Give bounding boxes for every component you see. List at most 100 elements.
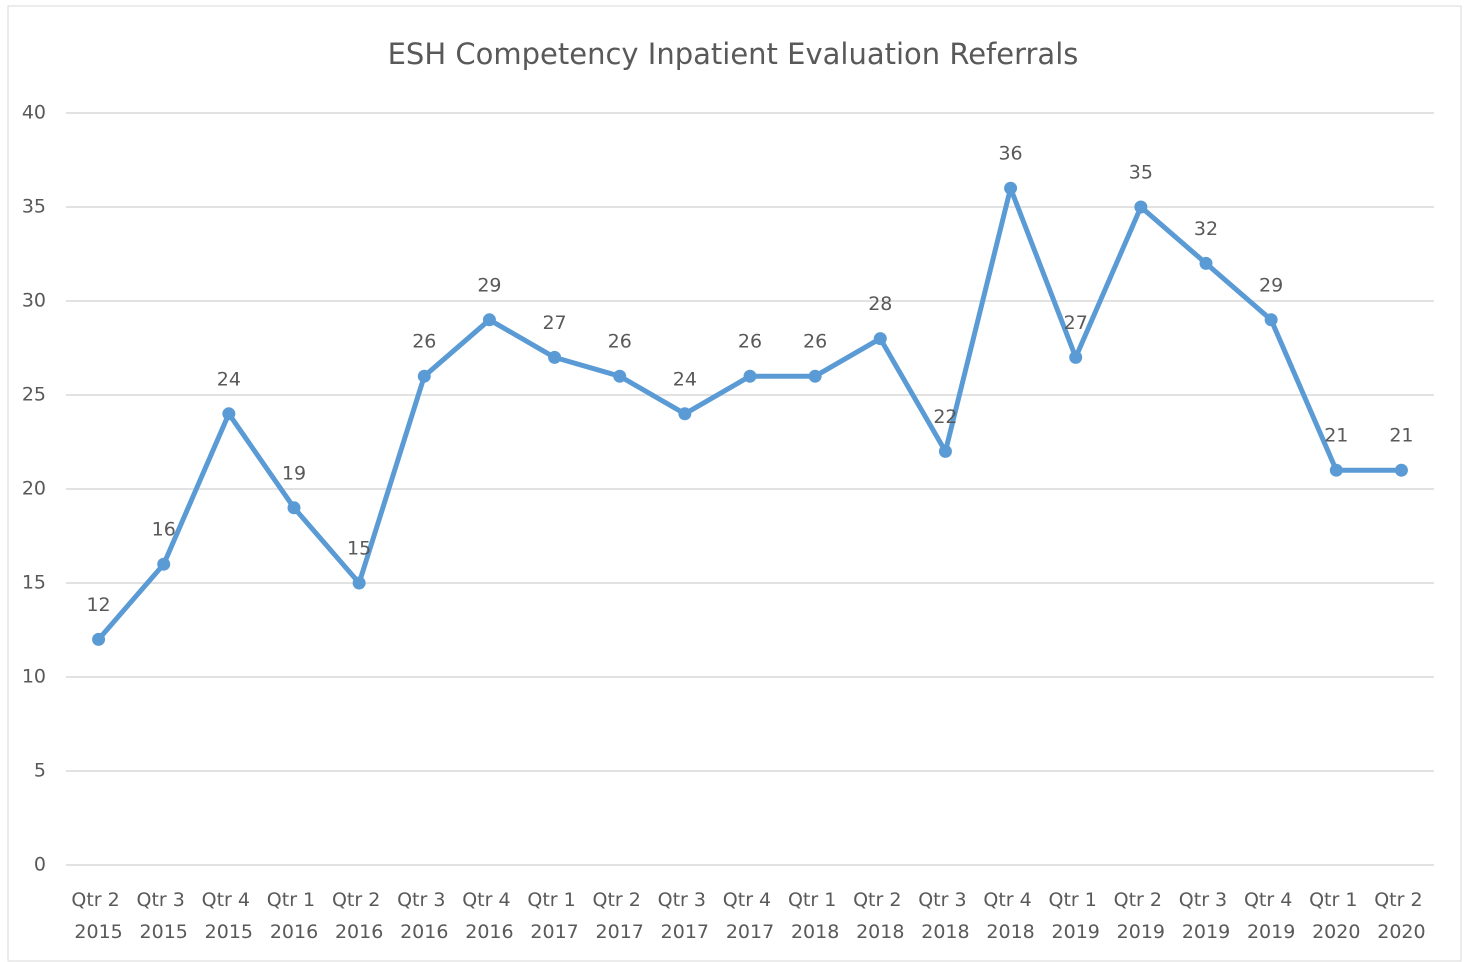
x-tick-line: 2018 <box>791 921 839 943</box>
x-tick-line: 2016 <box>270 921 318 943</box>
x-tick-line: Qtr 3 <box>658 889 712 911</box>
y-tick-label: 5 <box>34 760 46 782</box>
y-tick-label: 40 <box>22 102 46 124</box>
x-tick-label: Qtr 2 2019 <box>1114 889 1168 943</box>
x-tick-label: Qtr 1 2017 <box>527 889 581 943</box>
y-tick-label: 25 <box>22 384 46 406</box>
data-label: 12 <box>86 594 110 616</box>
data-point <box>548 350 562 364</box>
x-tick-line: Qtr 4 <box>723 889 777 911</box>
x-tick-line: Qtr 2 <box>1114 889 1168 911</box>
data-label: 24 <box>217 368 241 390</box>
x-tick-label: Qtr 4 2019 <box>1244 889 1298 943</box>
x-tick-line: 2015 <box>74 921 122 943</box>
x-tick-line: Qtr 3 <box>137 889 191 911</box>
data-label: 15 <box>347 538 371 560</box>
data-point <box>352 576 366 590</box>
data-point <box>417 369 431 383</box>
x-tick-label: Qtr 2 2016 <box>332 889 386 943</box>
y-tick-label: 30 <box>22 290 46 312</box>
x-tick-label: Qtr 4 2017 <box>723 889 777 943</box>
data-label: 26 <box>412 331 436 353</box>
x-tick-line: Qtr 1 <box>1049 889 1103 911</box>
data-point <box>1004 181 1018 195</box>
data-label: 36 <box>998 143 1022 165</box>
x-tick-line: 2017 <box>596 921 644 943</box>
data-label: 24 <box>673 368 697 390</box>
x-tick-line: 2015 <box>205 921 253 943</box>
x-tick-line: 2018 <box>986 921 1034 943</box>
x-tick-label: Qtr 2 2017 <box>593 889 647 943</box>
data-point <box>92 632 106 646</box>
x-tick-line: Qtr 3 <box>1179 889 1233 911</box>
x-tick-label: Qtr 1 2019 <box>1049 889 1103 943</box>
x-tick-label: Qtr 4 2015 <box>202 889 256 943</box>
x-tick-line: 2019 <box>1247 921 1295 943</box>
x-tick-line: 2020 <box>1377 921 1425 943</box>
x-tick-line: Qtr 2 <box>593 889 647 911</box>
data-label: 21 <box>1324 425 1348 447</box>
data-point <box>873 332 887 346</box>
data-point <box>482 313 496 327</box>
x-tick-label: Qtr 3 2018 <box>918 889 972 943</box>
chart-frame <box>7 5 1462 962</box>
data-point <box>1199 256 1213 270</box>
data-point <box>1264 313 1278 327</box>
x-tick-line: Qtr 4 <box>462 889 516 911</box>
data-label: 22 <box>933 406 957 428</box>
data-point <box>1329 463 1343 477</box>
data-label: 26 <box>738 331 762 353</box>
x-tick-label: Qtr 2 2020 <box>1374 889 1428 943</box>
data-label: 21 <box>1389 425 1413 447</box>
data-point <box>157 557 171 571</box>
data-point <box>222 407 236 421</box>
data-label: 29 <box>477 274 501 296</box>
data-label: 27 <box>542 312 566 334</box>
x-tick-line: Qtr 1 <box>527 889 581 911</box>
data-label: 32 <box>1194 218 1218 240</box>
data-label: 28 <box>868 293 892 315</box>
x-tick-line: 2016 <box>465 921 513 943</box>
x-tick-line: Qtr 1 <box>1309 889 1363 911</box>
y-tick-label: 15 <box>22 572 46 594</box>
data-label: 27 <box>1064 312 1088 334</box>
data-label: 35 <box>1129 162 1153 184</box>
x-tick-label: Qtr 1 2020 <box>1309 889 1363 943</box>
data-point <box>613 369 627 383</box>
x-tick-line: Qtr 4 <box>983 889 1037 911</box>
x-tick-label: Qtr 3 2016 <box>397 889 451 943</box>
x-tick-label: Qtr 2 2018 <box>853 889 907 943</box>
x-tick-line: 2019 <box>1182 921 1230 943</box>
x-tick-label: Qtr 1 2018 <box>788 889 842 943</box>
data-point <box>808 369 822 383</box>
x-tick-line: 2016 <box>400 921 448 943</box>
y-tick-label: 35 <box>22 196 46 218</box>
x-tick-line: 2019 <box>1052 921 1100 943</box>
x-tick-line: 2020 <box>1312 921 1360 943</box>
data-point <box>1394 463 1408 477</box>
data-label: 26 <box>803 331 827 353</box>
data-point <box>938 444 952 458</box>
data-label: 19 <box>282 462 306 484</box>
data-label: 26 <box>608 331 632 353</box>
x-tick-label: Qtr 3 2015 <box>137 889 191 943</box>
x-tick-line: 2015 <box>140 921 188 943</box>
x-tick-line: Qtr 2 <box>71 889 125 911</box>
y-tick-label: 10 <box>22 666 46 688</box>
x-tick-line: 2017 <box>530 921 578 943</box>
chart-title: ESH Competency Inpatient Evaluation Refe… <box>388 37 1079 71</box>
data-label: 29 <box>1259 274 1283 296</box>
x-tick-line: Qtr 2 <box>853 889 907 911</box>
x-tick-label: Qtr 3 2017 <box>658 889 712 943</box>
x-tick-line: 2019 <box>1117 921 1165 943</box>
x-tick-line: Qtr 2 <box>1374 889 1428 911</box>
y-tick-label: 20 <box>22 478 46 500</box>
x-tick-line: 2018 <box>921 921 969 943</box>
x-tick-label: Qtr 2 2015 <box>71 889 125 943</box>
data-point <box>1069 350 1083 364</box>
x-tick-label: Qtr 3 2019 <box>1179 889 1233 943</box>
y-tick-label: 0 <box>34 854 46 876</box>
x-tick-label: Qtr 1 2016 <box>267 889 321 943</box>
data-point <box>1134 200 1148 214</box>
